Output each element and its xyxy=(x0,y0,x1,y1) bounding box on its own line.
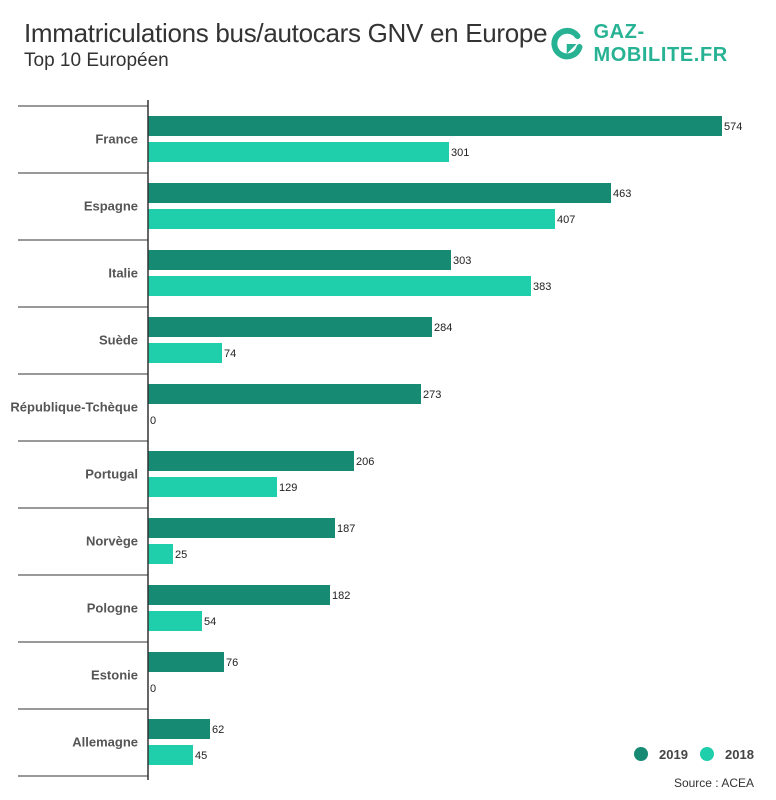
chart-subtitle: Top 10 Européen xyxy=(24,50,169,71)
bar-2018 xyxy=(148,142,449,162)
data-label: 187 xyxy=(337,523,355,535)
category-label: Espagne xyxy=(84,199,138,214)
data-label: 45 xyxy=(195,750,207,762)
gaz-mobilite-logo-icon xyxy=(551,27,583,60)
bar-2018 xyxy=(148,745,193,765)
data-label: 383 xyxy=(533,281,551,293)
data-label: 54 xyxy=(204,616,216,628)
chart-title: Immatriculations bus/autocars GNV en Eur… xyxy=(24,18,548,48)
category-label: Norvège xyxy=(86,534,138,549)
bar-2018 xyxy=(148,544,173,564)
data-label: 574 xyxy=(724,121,742,133)
bar-2018 xyxy=(148,343,222,363)
data-label: 74 xyxy=(224,348,236,360)
category-label: Portugal xyxy=(85,467,138,482)
data-label: 76 xyxy=(226,657,238,669)
source-note: Source : ACEA xyxy=(673,776,754,790)
bar-2019 xyxy=(148,317,432,337)
data-label: 284 xyxy=(434,322,452,334)
bar-2019 xyxy=(148,451,354,471)
data-label: 273 xyxy=(423,389,441,401)
brand-logo: GAZ-MOBILITE.FR xyxy=(550,21,776,66)
data-label: 206 xyxy=(356,456,374,468)
bar-2018 xyxy=(148,611,202,631)
legend-label: 2018 xyxy=(725,747,754,762)
category-label: Suède xyxy=(99,333,138,348)
category-label: Allemagne xyxy=(72,735,138,750)
category-label: France xyxy=(95,132,138,147)
legend-label: 2019 xyxy=(659,747,688,762)
category-label: République-Tchèque xyxy=(10,400,138,415)
bar-2019 xyxy=(148,652,224,672)
legend-marker-2018 xyxy=(700,747,714,761)
bar-2019 xyxy=(148,250,451,270)
data-label: 407 xyxy=(557,214,575,226)
legend-marker-2019 xyxy=(634,747,648,761)
bar-2019 xyxy=(148,719,210,739)
data-label: 463 xyxy=(613,188,631,200)
category-label: Pologne xyxy=(87,601,138,616)
bar-2018 xyxy=(148,209,555,229)
bar-2019 xyxy=(148,585,330,605)
data-label: 25 xyxy=(175,549,187,561)
brand-name: GAZ-MOBILITE.FR xyxy=(593,21,728,66)
bar-2018 xyxy=(148,477,277,497)
bar-2019 xyxy=(148,183,611,203)
data-label: 303 xyxy=(453,255,471,267)
category-label: Italie xyxy=(108,266,138,281)
data-label: 182 xyxy=(332,590,350,602)
data-label: 62 xyxy=(212,724,224,736)
bar-2019 xyxy=(148,518,335,538)
category-label: Estonie xyxy=(91,668,138,683)
data-label: 0 xyxy=(150,683,156,695)
data-label: 301 xyxy=(451,147,469,159)
data-label: 129 xyxy=(279,482,297,494)
data-label: 0 xyxy=(150,415,156,427)
bar-2019 xyxy=(148,116,722,136)
bar-2018 xyxy=(148,276,531,296)
bar-2019 xyxy=(148,384,421,404)
